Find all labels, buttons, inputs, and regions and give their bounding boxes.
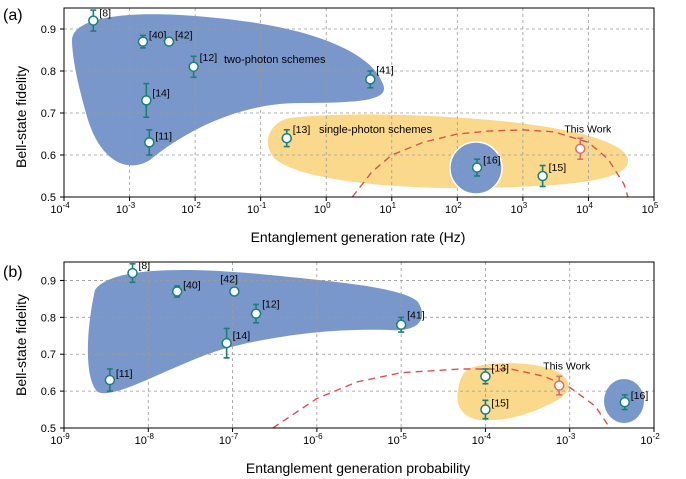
y-tick-label: 0.9 [41,275,56,287]
x-tick-label: 103 [511,201,528,216]
data-label: [12] [200,52,218,64]
data-label: [42] [175,30,193,42]
x-tick-label: 10-3 [116,201,136,216]
data-point [537,170,548,182]
theory-curve [351,129,629,198]
data-label: [13] [491,362,509,374]
data-point [88,15,99,26]
x-tick-label: 10-2 [640,432,660,447]
y-tick-label: 0.6 [41,386,56,398]
y-tick-label: 0.8 [41,312,56,324]
data-label: This Work [564,124,612,136]
region-two-photon-label: two-photon schemes [224,54,326,66]
regions [87,269,644,423]
y-tick-label: 0.7 [41,349,56,361]
data-label: [11] [155,130,172,142]
data-point [104,374,116,386]
data-label: [14] [233,330,251,342]
y-tick-label: 0.5 [41,192,56,204]
x-tick-label: 10-7 [219,432,239,447]
data-point [575,143,586,154]
data-label: [14] [152,87,170,99]
panel-b-xlabel: Entanglement generation probability [246,460,470,476]
data-label: [8] [99,8,111,20]
x-tick-label: 10-4 [50,201,70,216]
x-tick-label: 105 [642,201,659,216]
data-point [365,74,376,85]
panel-a-label: (a) [3,7,23,24]
x-tick-label: 10-6 [303,432,323,447]
data-label: [13] [293,124,311,136]
data-label: [12] [262,299,280,311]
data-label: [40] [149,30,167,42]
data-point [188,61,199,73]
data-label: [41] [407,310,425,322]
data-point [137,36,149,47]
data-label: [42] [220,274,238,286]
x-tick-label: 10-5 [387,432,407,447]
x-tick-label: 102 [445,201,462,216]
x-tick-label: 10-4 [472,432,492,447]
panel-a-ylabel: Bell-state fidelity [13,66,29,168]
data-point [281,132,293,144]
data-point [141,95,152,106]
y-tick-label: 0.9 [41,24,56,36]
x-tick-label: 10-1 [247,201,267,216]
data-label: [40] [183,280,201,292]
panel-b-label: (b) [3,264,23,281]
data-point [619,396,631,408]
x-tick-label: 10-3 [556,432,576,447]
data-label: [15] [549,162,567,174]
panel-a: (a) Entanglement generation rate (Hz) Be… [3,7,659,245]
data-point [171,286,183,297]
data-point [127,267,138,279]
data-point [480,371,491,382]
x-tick-label: 100 [314,201,331,216]
y-tick-label: 0.7 [41,108,56,120]
data-label: [11] [116,368,133,380]
plot-frame [63,7,655,198]
data-point [144,137,155,148]
data-label: [8] [139,260,151,272]
plot-frame [63,261,655,429]
panel-b: (b) Entanglement generation probability … [3,260,660,476]
region-two-photon [71,14,385,166]
region-single-photon [267,114,629,189]
data-point [250,308,262,319]
x-tick-label: 104 [576,201,593,216]
region-single-photon-label: single-photon schemes [319,124,433,136]
theory-curve [272,368,611,429]
panel-b-ylabel: Bell-state fidelity [13,294,29,396]
data-label: This Work [543,361,591,373]
regions [71,14,629,195]
y-tick-label: 0.5 [41,423,56,435]
x-tick-label: 10-8 [135,432,155,447]
data-point [553,380,565,391]
data-label: [41] [376,64,394,76]
data-point [163,36,175,47]
data-point [395,319,407,330]
data-label: [15] [491,398,509,410]
x-tick-label: 101 [379,201,396,216]
x-tick-label: 10-9 [50,432,70,447]
x-tick-label: 10-2 [181,201,201,216]
data-label: [16] [631,390,649,402]
panel-a-xlabel: Entanglement generation rate (Hz) [251,229,466,245]
region-two-photon [87,269,423,394]
data-point [229,286,240,297]
y-tick-label: 0.8 [41,66,56,78]
y-tick-label: 0.6 [41,150,56,162]
data-point [221,337,232,349]
data-point [480,404,491,415]
data-label: [16] [483,155,501,167]
data-point [471,162,483,173]
